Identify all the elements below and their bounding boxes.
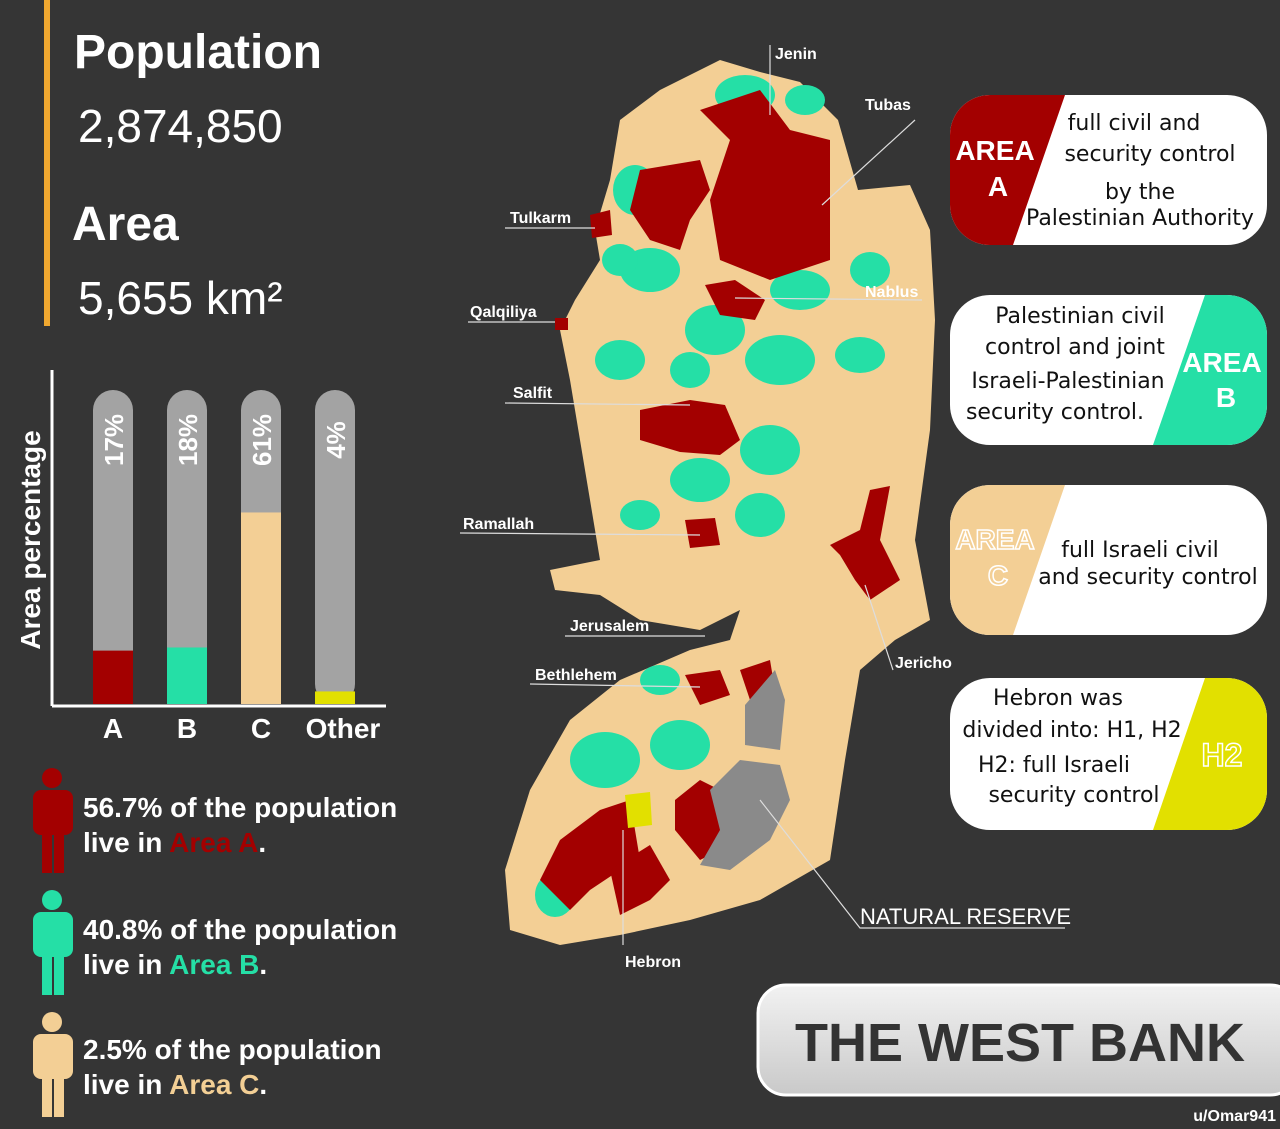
value-label: 61% [247, 414, 277, 466]
area-label: Area [72, 198, 179, 251]
title: THE WEST BANK [795, 1013, 1245, 1073]
city-label: Hebron [625, 954, 681, 971]
label-line [864, 584, 894, 671]
bar-track [167, 390, 207, 704]
legend-text: security control. [966, 400, 1144, 425]
legend-text: full civil and [1068, 111, 1201, 136]
legend-letter: A [988, 171, 1008, 202]
title-box [756, 983, 1280, 1097]
person-icon [33, 768, 73, 873]
stat-end: . [259, 949, 267, 980]
map-labels: Jenin Tubas Tulkarm Nablus Qalqiliya Sal… [459, 45, 1071, 971]
city-label: Bethlehem [535, 667, 617, 684]
legend: AREA A full civil and security control b… [950, 95, 1267, 830]
person-icon [33, 890, 73, 995]
legend-text: control and joint [985, 335, 1165, 360]
stat-text: live in [83, 1069, 162, 1100]
legend-text: Palestinian Authority [1026, 206, 1254, 231]
legend-swatch [950, 485, 1065, 635]
stat-line: 40.8% of the population [83, 914, 397, 945]
stat-line: live in Area C. [83, 1069, 267, 1100]
label-line [821, 119, 916, 206]
x-tick-label: A [103, 713, 123, 744]
legend-letter: B [1216, 382, 1236, 413]
territory [505, 60, 935, 945]
city-label: Ramallah [463, 516, 534, 533]
area-value: 5,655 km² [78, 272, 283, 324]
accent-bar [44, 0, 50, 326]
city-label: Jerusalem [570, 618, 649, 635]
stat-line: live in Area A. [83, 827, 266, 858]
legend-swatch [950, 95, 1065, 245]
stat-line: 2.5% of the population [83, 1034, 382, 1065]
population-stats: 56.7% of the population live in Area A. … [33, 768, 397, 1117]
legend-letter: C [988, 560, 1008, 591]
legend-text: security control [988, 783, 1159, 808]
legend-tag: AREA [1182, 347, 1261, 378]
person-icon [33, 1012, 73, 1117]
stat-line: live in Area B. [83, 949, 267, 980]
stat-area: Area C [169, 1069, 259, 1100]
bar [315, 691, 355, 704]
bar-track [93, 390, 133, 704]
stat-end: . [259, 1069, 267, 1100]
legend-text: Hebron was [993, 686, 1123, 711]
h2-zone [625, 792, 652, 828]
city-label: Nablus [865, 284, 918, 301]
bar [167, 647, 207, 704]
x-tick-label: C [251, 713, 271, 744]
city-label: Jericho [895, 655, 952, 672]
city-label: Qalqiliya [470, 304, 537, 321]
city-label: Jenin [775, 46, 817, 63]
bar [93, 650, 133, 704]
bar [241, 512, 281, 704]
legend-swatch [1153, 295, 1267, 445]
stat-end: . [258, 827, 266, 858]
legend-text: full Israeli civil [1061, 538, 1219, 563]
reserve-label: NATURAL RESERVE [860, 904, 1071, 929]
legend-text: by the [1105, 180, 1175, 205]
natural-reserve [700, 670, 790, 870]
stat-line: 56.7% of the population [83, 792, 397, 823]
population-label: Population [74, 26, 322, 79]
x-tick-label: B [177, 713, 197, 744]
legend-text: divided into: H1, H2 [962, 718, 1181, 743]
label-line [459, 532, 701, 536]
city-label: Salfit [513, 385, 553, 402]
y-axis-label: Area percentage [15, 430, 46, 649]
label-line [759, 799, 1065, 929]
legend-tag: H2 [1202, 737, 1243, 773]
value-label: 4% [321, 421, 351, 459]
stat-text: live in [83, 827, 162, 858]
city-label: Tulkarm [510, 210, 571, 227]
x-tick-label: Other [306, 713, 381, 744]
area-a-zones [540, 90, 900, 915]
legend-tag: AREA [955, 524, 1034, 555]
value-label: 18% [173, 414, 203, 466]
legend-text: Palestinian civil [995, 304, 1165, 329]
credit: u/Omar941 [1193, 1108, 1276, 1125]
value-label: 17% [99, 414, 129, 466]
bar-chart: Area percentage 17% A 18% B 61% C 4% Other [15, 370, 386, 744]
map: Jenin Tubas Tulkarm Nablus Qalqiliya Sal… [459, 45, 1071, 971]
legend-text: Israeli-Palestinian [971, 369, 1164, 394]
legend-tag: AREA [955, 135, 1034, 166]
stat-area: Area B [169, 949, 259, 980]
legend-text: and security control [1038, 565, 1257, 590]
label-line [734, 297, 923, 301]
population-value: 2,874,850 [78, 100, 283, 152]
stat-text: live in [83, 949, 162, 980]
city-label: Tubas [865, 97, 911, 114]
label-line [504, 402, 691, 406]
legend-text: H2: full Israeli [978, 753, 1130, 778]
bar-track [315, 390, 355, 704]
stat-area: Area A [169, 827, 258, 858]
label-line [529, 683, 701, 688]
legend-text: security control [1064, 142, 1235, 167]
legend-swatch [1153, 678, 1267, 830]
